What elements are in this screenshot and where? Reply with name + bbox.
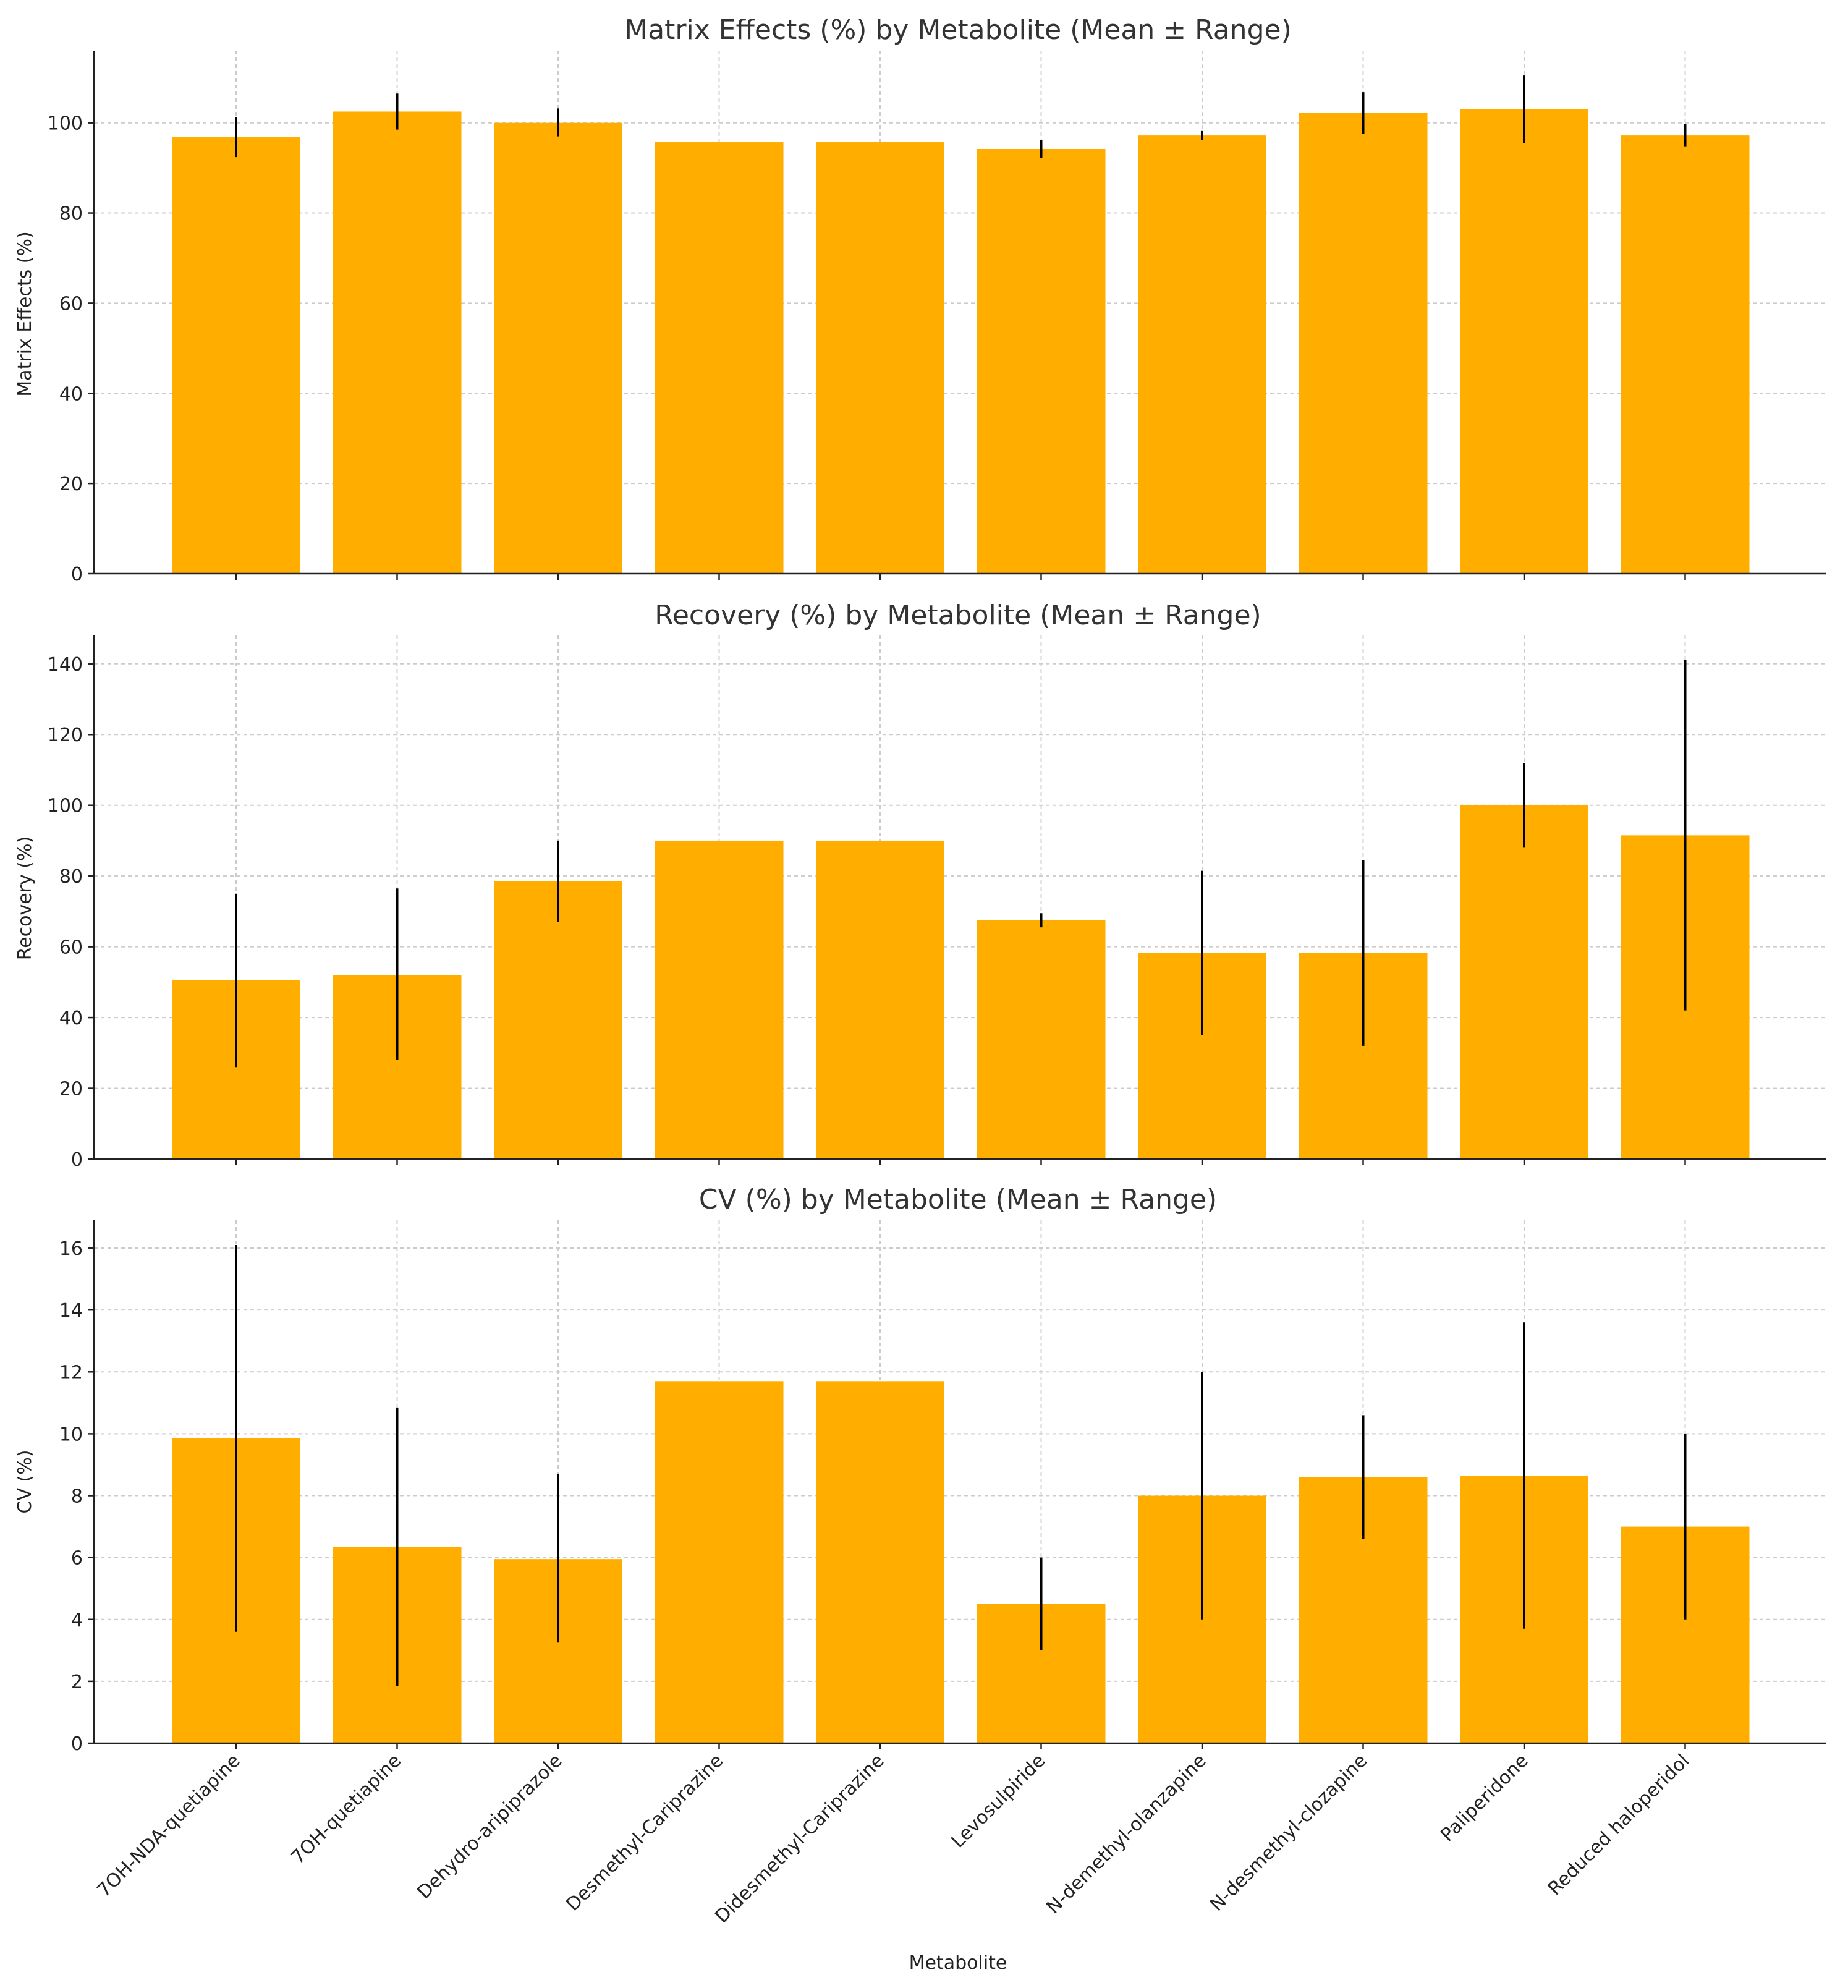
cv-y-tick-label: 10 [59,1424,83,1445]
cv-y-tick-label: 6 [71,1548,83,1570]
recovery-bar-8 [1460,805,1588,1159]
matrix-effects-bar-7 [1299,113,1428,574]
cv-title: CV (%) by Metabolite (Mean ± Range) [699,1184,1217,1215]
recovery-y-tick-label: 0 [71,1149,83,1171]
recovery-y-tick-label: 120 [48,724,83,746]
recovery-y-ticks: 0 20 40 60 80 100 120 140 [48,654,94,1171]
matrix-effects-bar-3 [655,142,784,574]
matrix-effects-y-tick-label: 100 [48,113,83,135]
cv-error-bars [235,1245,1687,1686]
cv-y-tick-label: 16 [59,1238,83,1260]
recovery-title: Recovery (%) by Metabolite (Mean ± Range… [655,600,1261,631]
matrix-effects-bar-0 [172,137,300,574]
matrix-effects-bar-1 [333,111,462,574]
matrix-effects-bars [172,109,1750,574]
cv-ylabel: CV (%) [14,1450,36,1514]
cv-y-tick-label: 2 [71,1672,83,1693]
cv-axes [93,1220,1826,1744]
matrix-effects-ylabel: Matrix Effects (%) [14,231,36,396]
recovery-error-bars [235,660,1687,1068]
recovery-y-tick-label: 20 [59,1079,83,1100]
cv-y-tick-label: 12 [59,1362,83,1383]
x-axis-label: Metabolite [909,1952,1007,1974]
matrix-effects-y-tick-label: 0 [71,564,83,585]
matrix-effects-y-tick-label: 60 [59,293,83,315]
recovery-x-ticks [235,1159,1686,1165]
cv-x-ticks [235,1743,1686,1749]
recovery-y-tick-label: 80 [59,866,83,888]
matrix-effects-bar-8 [1460,109,1588,574]
recovery-y-tick-label: 140 [48,654,83,676]
matrix-effects-y-tick-label: 40 [59,383,83,405]
matrix-effects-y-tick-label: 20 [59,474,83,495]
recovery-bar-5 [977,920,1106,1159]
recovery-bar-3 [655,840,784,1159]
cv-bar-4 [816,1381,944,1743]
recovery-bar-2 [494,881,622,1159]
recovery-y-tick-label: 100 [48,796,83,817]
cv-y-ticks: 0 2 4 6 8 10 12 14 16 [59,1238,94,1755]
matrix-effects-bar-6 [1138,135,1266,574]
matrix-effects-bar-2 [494,122,622,574]
matrix-effects-title: Matrix Effects (%) by Metabolite (Mean ±… [624,14,1292,46]
recovery-y-tick-label: 60 [59,937,83,959]
recovery-ylabel: Recovery (%) [14,836,36,961]
matrix-effects-panel: Matrix Effects (%) by Metabolite (Mean ±… [14,14,1826,585]
cv-y-tick-label: 14 [59,1300,83,1322]
cv-bar-3 [655,1381,784,1743]
cv-y-tick-label: 8 [71,1486,83,1508]
matrix-effects-bar-4 [816,142,944,574]
matrix-effects-error-bars [235,75,1687,158]
matrix-effects-x-ticks [235,574,1686,580]
recovery-bar-4 [816,840,944,1159]
cv-y-tick-label: 0 [71,1733,83,1755]
recovery-axes [93,635,1826,1160]
matrix-effects-bar-5 [977,148,1106,574]
matrix-effects-axes [93,51,1826,575]
recovery-y-tick-label: 40 [59,1008,83,1029]
cv-y-tick-label: 4 [71,1610,83,1631]
recovery-panel: Recovery (%) by Metabolite (Mean ± Range… [14,600,1826,1171]
matrix-effects-y-tick-label: 80 [59,203,83,225]
matrix-effects-y-ticks: 0 20 40 60 80 100 [48,113,94,585]
matrix-effects-bar-9 [1621,135,1750,574]
